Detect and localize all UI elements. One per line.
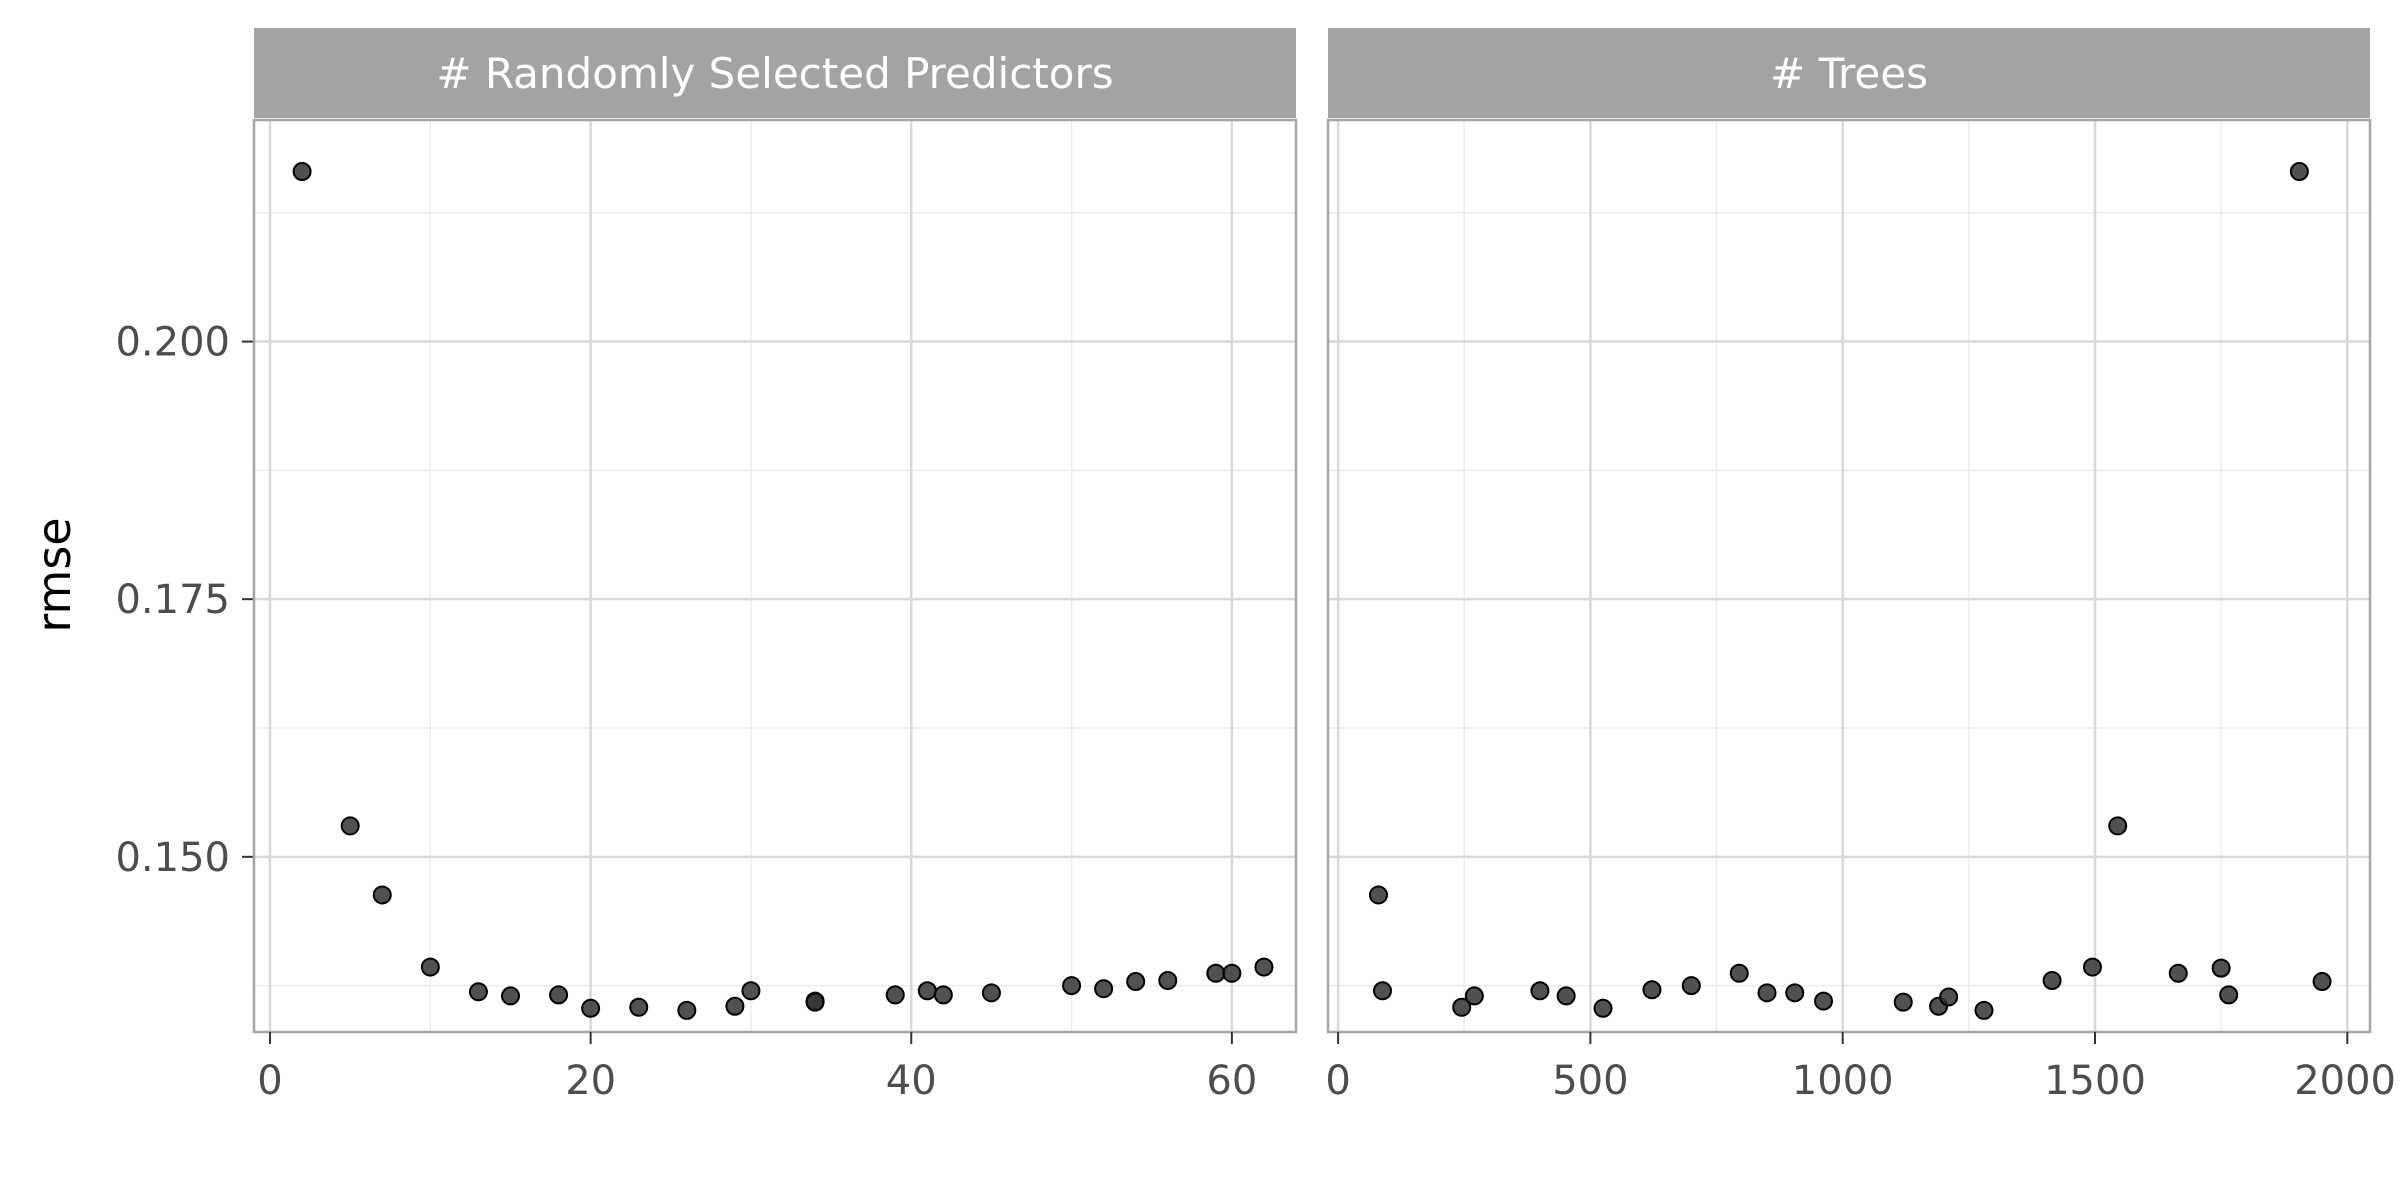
x-tick-label: 500: [1552, 1058, 1628, 1104]
data-point: [933, 985, 953, 1005]
y-axis-title-group: rmse: [27, 517, 81, 632]
data-point: [1158, 970, 1178, 990]
x-tick-label: 1000: [1792, 1058, 1894, 1104]
facet-panels: # Randomly Selected Predictors 0 20 40 60 # T…: [252, 28, 2396, 1104]
data-point: [1530, 981, 1550, 1001]
data-point: [885, 985, 905, 1005]
data-point: [2219, 985, 2239, 1005]
data-point: [1126, 972, 1146, 992]
data-point: [420, 957, 440, 977]
data-point: [581, 998, 601, 1018]
data-point: [1452, 997, 1472, 1017]
data-point: [1464, 986, 1484, 1006]
panel-border: [1326, 118, 2372, 1034]
data-point: [677, 1000, 697, 1020]
data-point: [1681, 976, 1701, 996]
data-point: [917, 981, 937, 1001]
data-point: [292, 162, 312, 182]
x-tick-label: 1500: [2044, 1058, 2146, 1104]
data-point: [1593, 998, 1613, 1018]
panel-strip: [254, 28, 1296, 118]
data-point: [1094, 979, 1114, 999]
panel-background: [1328, 120, 2370, 1032]
panel-border: [252, 118, 1298, 1034]
data-point: [2042, 970, 2062, 990]
panel-strip-label: # Randomly Selected Predictors: [436, 49, 1113, 98]
data-point: [500, 986, 520, 1006]
data-point: [741, 981, 761, 1001]
y-axis-ticks: 0.150 0.175 0.200: [115, 320, 254, 881]
data-point: [1556, 986, 1576, 1006]
data-point: [1785, 983, 1805, 1003]
data-point: [468, 982, 488, 1002]
data-point: [2211, 958, 2231, 978]
data-point: [1254, 957, 1274, 977]
data-point: [981, 983, 1001, 1003]
data-point: [2289, 162, 2309, 182]
data-point: [2312, 972, 2332, 992]
data-point: [1893, 992, 1913, 1012]
data-point: [805, 992, 825, 1012]
data-point: [1974, 1000, 1994, 1020]
data-point: [1206, 963, 1226, 983]
y-axis-title: rmse: [27, 517, 81, 632]
data-point: [629, 997, 649, 1017]
x-tick-label: 0: [257, 1058, 282, 1104]
y-tick-label: 0.200: [115, 320, 230, 366]
data-point: [725, 996, 745, 1016]
data-point: [1222, 963, 1242, 983]
data-point: [1814, 991, 1834, 1011]
data-point: [1939, 987, 1959, 1007]
data-point: [372, 885, 392, 905]
data-point: [1729, 963, 1749, 983]
x-tick-label: 40: [886, 1058, 937, 1104]
x-tick-label: 60: [1206, 1058, 1257, 1104]
x-tick-label: 20: [565, 1058, 616, 1104]
data-point: [340, 816, 360, 836]
panel-strip: [1328, 28, 2370, 118]
data-point: [1642, 980, 1662, 1000]
data-point: [2082, 957, 2102, 977]
panel-strip-label: # Trees: [1770, 49, 1928, 98]
y-tick-label: 0.175: [115, 577, 230, 623]
x-tick-label: 0: [1325, 1058, 1350, 1104]
data-point: [1062, 976, 1082, 996]
panel-2: # Trees 0 500 1000 1500 2000: [1325, 28, 2396, 1104]
x-tick-label: 2000: [2294, 1058, 2396, 1104]
data-point: [1372, 981, 1392, 1001]
data-point: [1368, 885, 1388, 905]
data-point: [2168, 963, 2188, 983]
data-point: [549, 985, 569, 1005]
panel-1: # Randomly Selected Predictors 0 20 40 60: [252, 28, 1298, 1104]
data-point: [2108, 816, 2128, 836]
data-point: [1757, 983, 1777, 1003]
y-tick-label: 0.150: [115, 835, 230, 881]
panel-background: [254, 120, 1296, 1032]
